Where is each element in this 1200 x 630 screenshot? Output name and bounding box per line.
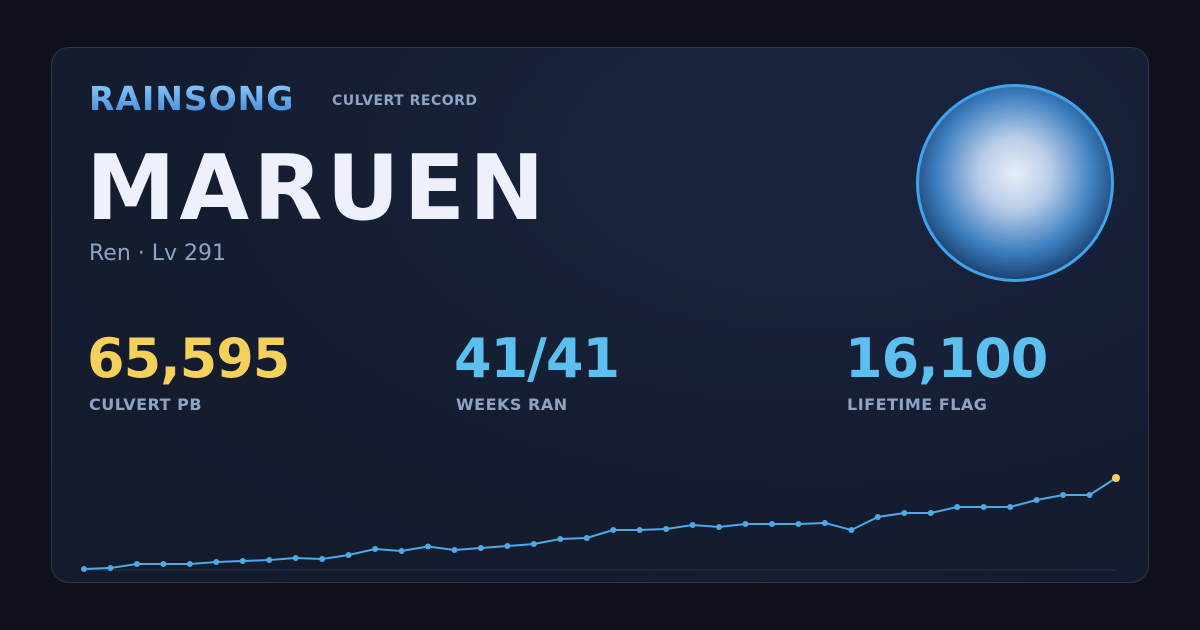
sparkline-point: [398, 548, 405, 554]
sparkline-point: [689, 522, 696, 528]
sparkline-point: [477, 545, 484, 551]
sparkline-point: [451, 547, 458, 553]
sparkline-point: [530, 541, 537, 547]
sparkline-point: [319, 556, 326, 562]
sparkline-point: [980, 504, 987, 510]
player-subtitle: Ren · Lv 291: [89, 241, 227, 266]
sparkline-point: [345, 552, 352, 558]
sparkline-point: [504, 543, 511, 549]
sparkline-point: [954, 504, 961, 510]
sparkline-point: [610, 527, 617, 533]
sparkline-point: [663, 526, 670, 532]
record-label: CULVERT RECORD: [332, 93, 478, 109]
sparkline-point: [769, 521, 775, 527]
sparkline-point: [213, 559, 220, 565]
sparkline-point: [133, 561, 140, 567]
stat-value: 65,595: [87, 327, 290, 390]
sparkline-point: [425, 543, 431, 550]
sparkline-point: [1007, 504, 1014, 510]
sparkline-point: [186, 561, 193, 567]
sparkline-point: [1060, 492, 1067, 498]
sparkline-point: [636, 527, 643, 533]
sparkline-point: [1033, 497, 1040, 503]
sparkline-point: [239, 558, 246, 564]
sparkline-point: [742, 521, 749, 527]
sparkline-point: [160, 561, 167, 567]
stat-value: 41/41: [454, 327, 620, 390]
sparkline-point: [557, 536, 564, 542]
sparkline-line: [83, 477, 1117, 570]
stat-value: 16,100: [845, 327, 1048, 390]
stat-label: CULVERT PB: [89, 395, 203, 414]
sparkline-point: [716, 524, 723, 530]
sparkline-point: [874, 514, 881, 520]
sparkline-point: [583, 535, 590, 541]
sparkline-point: [1112, 474, 1120, 482]
sparkline-point: [1086, 492, 1093, 498]
sparkline-point: [927, 510, 934, 516]
stat-label: LIFETIME FLAG: [847, 395, 988, 414]
sparkline-point: [107, 565, 114, 571]
stat-label: WEEKS RAN: [456, 395, 568, 414]
sparkline-point: [292, 555, 299, 561]
brand: RAINSONG: [89, 79, 295, 118]
sparkline-point: [266, 557, 273, 563]
sparkline-point: [81, 566, 87, 572]
player-name: MARUEN: [86, 136, 549, 241]
sparkline-point: [848, 527, 855, 533]
avatar: [916, 84, 1114, 282]
card: RAINSONG CULVERT RECORD MARUEN Ren · Lv …: [51, 47, 1149, 583]
sparkline-point: [821, 520, 828, 526]
sparkline-point: [372, 546, 379, 552]
sparkline-point: [795, 521, 802, 527]
sparkline-point: [901, 510, 908, 516]
